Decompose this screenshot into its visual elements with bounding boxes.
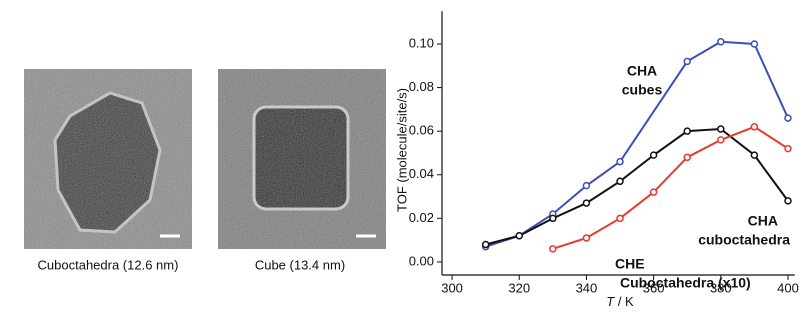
- x-tick-label: 340: [576, 280, 598, 295]
- point: [684, 154, 690, 160]
- point: [617, 159, 623, 165]
- annotation: CHA: [627, 63, 657, 79]
- x-axis-unit: / K: [618, 294, 634, 309]
- point: [684, 58, 690, 64]
- x-axis-var: T: [606, 294, 615, 309]
- point: [583, 235, 589, 241]
- annotation: cubes: [622, 82, 663, 98]
- point: [718, 137, 724, 143]
- point: [785, 198, 791, 204]
- tem-image: [24, 69, 192, 249]
- annotation: cuboctahedra: [698, 232, 790, 248]
- tem-image: [218, 69, 386, 249]
- point: [651, 152, 657, 158]
- image-caption: Cube (13.4 nm): [255, 257, 345, 272]
- point: [751, 152, 757, 158]
- point: [483, 241, 489, 247]
- point: [751, 124, 757, 130]
- point: [785, 146, 791, 152]
- point: [785, 115, 791, 121]
- y-tick-label: 0.08: [409, 79, 434, 94]
- y-tick-label: 0.10: [409, 35, 434, 50]
- point: [617, 215, 623, 221]
- point: [550, 215, 556, 221]
- point: [583, 183, 589, 189]
- y-tick-label: 0.04: [409, 166, 434, 181]
- point: [684, 128, 690, 134]
- point: [617, 178, 623, 184]
- y-axis-label: TOF (molecule/site/s): [394, 88, 409, 212]
- annotation: CHE: [615, 256, 645, 272]
- y-tick-label: 0.02: [409, 210, 434, 225]
- y-tick-label: 0.06: [409, 123, 434, 138]
- image-caption: Cuboctahedra (12.6 nm): [38, 257, 179, 272]
- point: [751, 41, 757, 47]
- point: [583, 200, 589, 206]
- figure: Cuboctahedra (12.6 nm) Cube (13.4 nm) TO…: [0, 0, 806, 320]
- point: [718, 126, 724, 132]
- x-axis-label: T / K: [606, 294, 634, 309]
- point: [550, 246, 556, 252]
- annotation: CHA: [748, 213, 778, 229]
- annotation: Cuboctahedra (x10): [620, 275, 751, 291]
- y-tick-label: 0.00: [409, 253, 434, 268]
- x-tick-label: 400: [777, 280, 799, 295]
- x-tick-label: 300: [441, 280, 463, 295]
- x-tick-label: 320: [508, 280, 530, 295]
- point: [718, 39, 724, 45]
- point: [651, 189, 657, 195]
- point: [516, 233, 522, 239]
- page: {"images": [{"caption": "Cuboctahedra (1…: [0, 0, 806, 320]
